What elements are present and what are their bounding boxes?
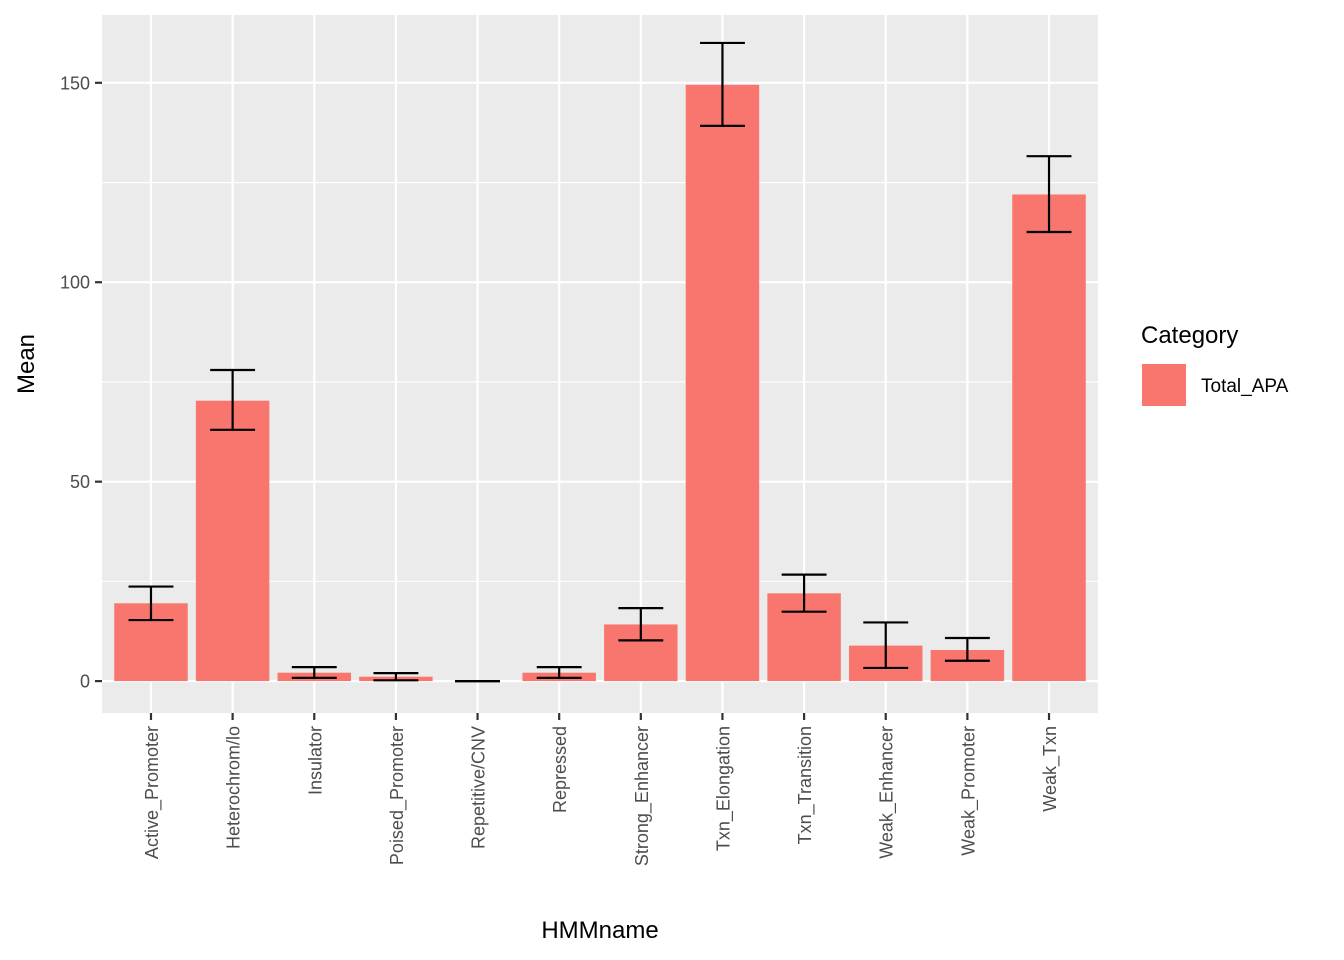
error-bar	[781, 573, 827, 613]
legend-label-total-apa: Total_APA	[1201, 376, 1289, 397]
x-axis-title: HMMname	[541, 917, 658, 944]
x-tick-label: Weak_Txn	[1040, 726, 1061, 812]
x-tick-label: Strong_Enhancer	[632, 726, 653, 866]
y-tick-label: 100	[60, 273, 90, 293]
legend: Category Total_APA	[1141, 322, 1289, 406]
error-bar	[291, 666, 337, 680]
error-bar	[210, 368, 256, 431]
legend-key-total-apa	[1142, 364, 1186, 406]
error-bar	[1026, 155, 1072, 234]
y-tick-label: 0	[80, 672, 90, 692]
x-tick-label: Txn_Elongation	[713, 726, 734, 851]
bar	[195, 400, 270, 682]
error-bar	[128, 585, 174, 622]
error-bars	[128, 41, 1072, 683]
x-tick-label: Repressed	[550, 726, 570, 813]
x-tick-label: Heterochrom/lo	[224, 726, 244, 849]
bar	[685, 84, 760, 682]
bars	[114, 84, 1086, 682]
x-tick-label: Active_Promoter	[142, 726, 163, 859]
error-bar	[944, 636, 990, 662]
y-axis: 0 50 100 150	[60, 73, 102, 692]
bar	[1012, 194, 1086, 682]
y-tick-label: 50	[70, 472, 90, 492]
legend-title: Category	[1141, 322, 1238, 349]
x-axis: Active_Promoter Heterochrom/lo Insulator Po…	[142, 713, 1061, 866]
error-bar	[373, 672, 419, 682]
x-tick-label: Weak_Enhancer	[877, 726, 898, 859]
error-bar	[618, 607, 664, 642]
y-axis-title: Mean	[13, 334, 40, 394]
x-tick-label: Insulator	[305, 726, 325, 795]
x-tick-label: Repetitive/CNV	[469, 726, 489, 849]
y-tick-label: 150	[60, 73, 90, 93]
error-bar	[863, 621, 909, 670]
error-bar	[700, 41, 745, 127]
x-tick-label: Weak_Promoter	[958, 726, 979, 856]
x-tick-label: Poised_Promoter	[387, 726, 408, 865]
error-bar	[536, 666, 582, 680]
x-tick-label: Txn_Transition	[795, 726, 816, 844]
